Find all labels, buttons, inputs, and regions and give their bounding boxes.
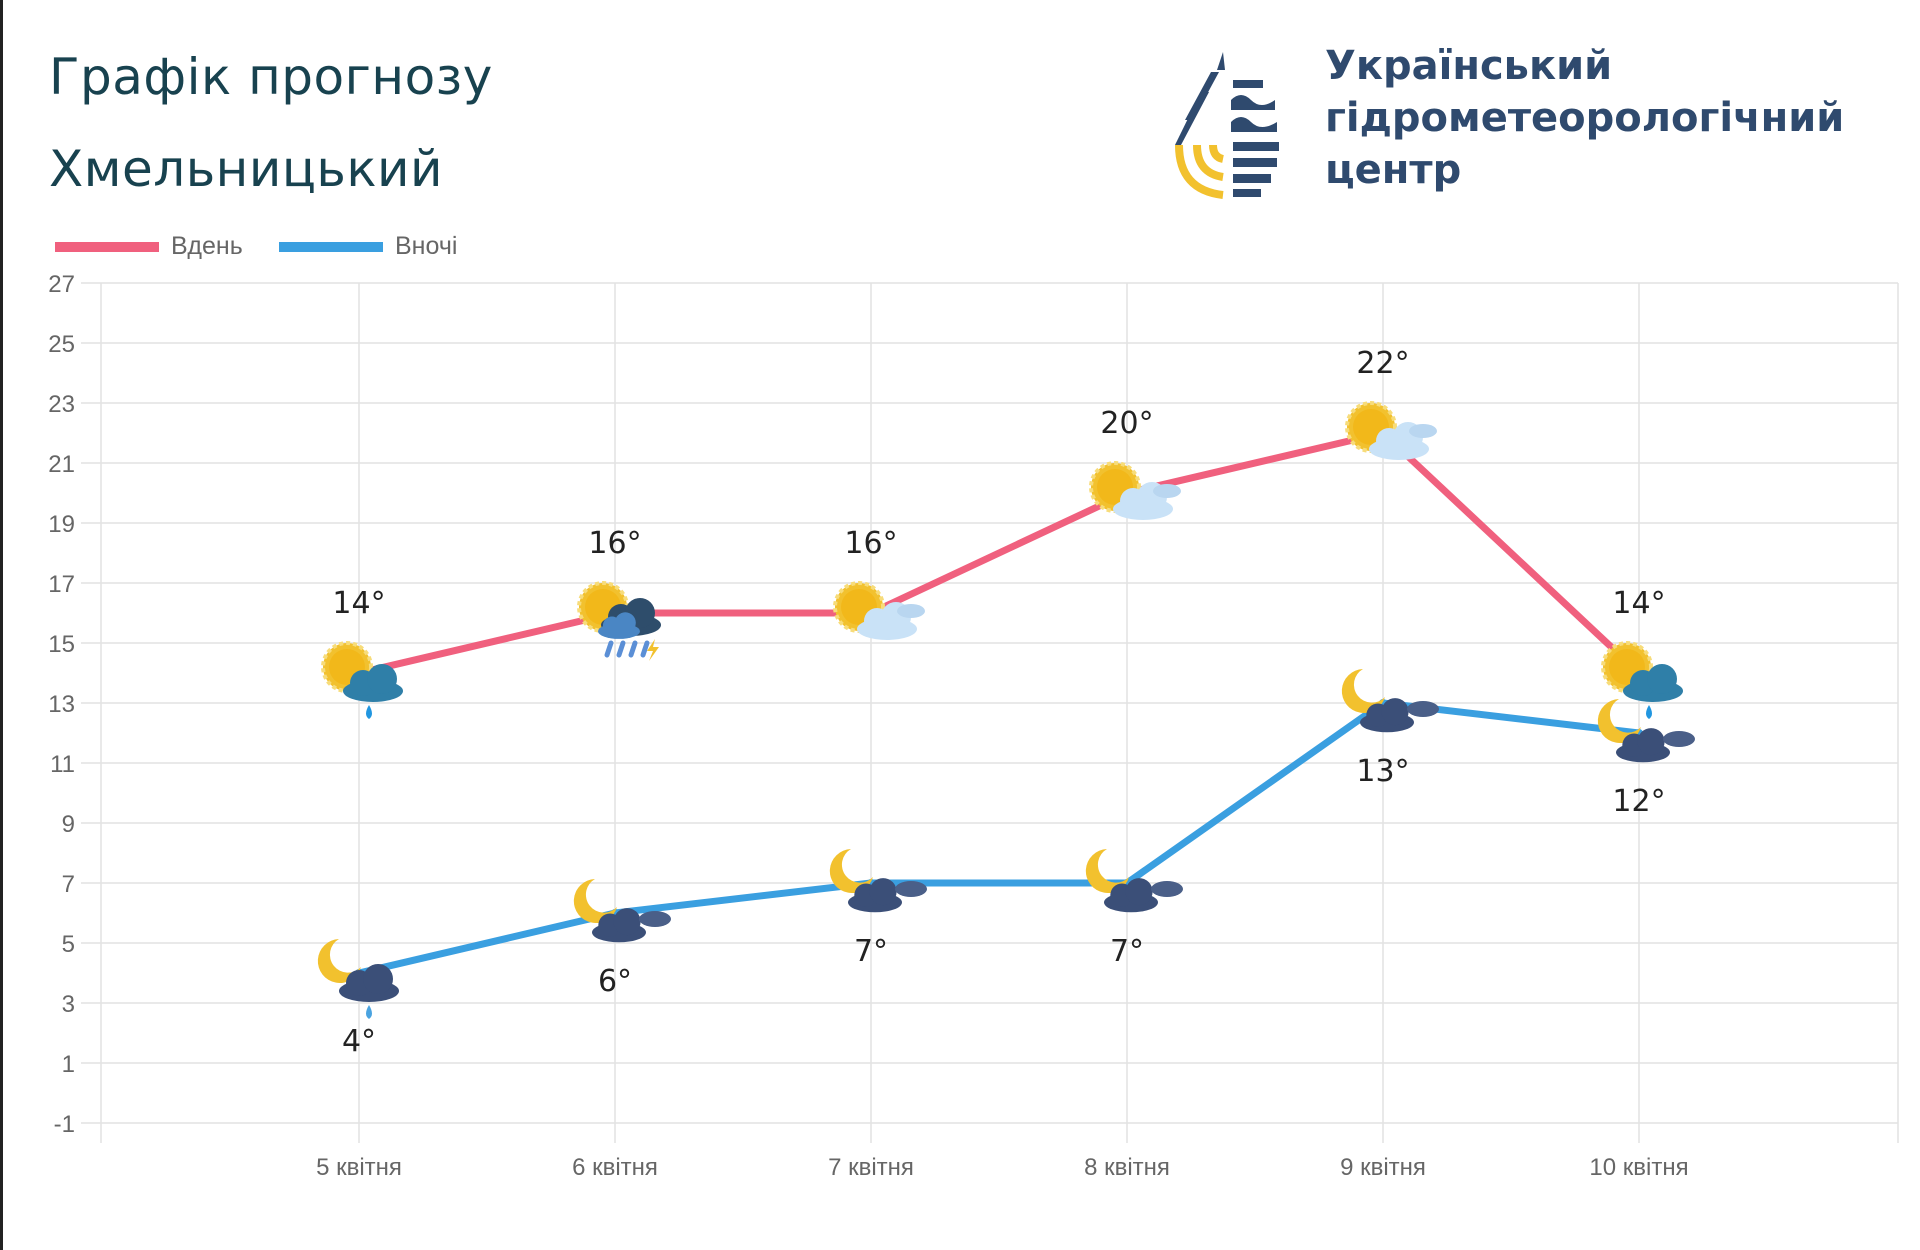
y-tick-label: 13 — [48, 691, 75, 718]
series-line-day — [358, 429, 1642, 677]
sun-cloud-icon — [1089, 461, 1181, 520]
sun-cloud-icon — [833, 581, 925, 640]
data-label: 7° — [854, 934, 888, 969]
org-line-3: центр — [1325, 147, 1462, 193]
data-label: 6° — [598, 964, 632, 999]
cloud-part — [897, 604, 925, 618]
cloud-part — [1647, 664, 1677, 694]
moon-cloud-icon — [1085, 849, 1183, 913]
cloud-part — [1151, 881, 1183, 897]
organization-name: Український гідрометеорологічний центр — [1325, 40, 1844, 196]
moon-icon — [1085, 849, 1129, 893]
cloud-part — [1381, 698, 1409, 726]
x-tick-label: 7 квітня — [828, 1154, 914, 1181]
cloud-part — [869, 878, 897, 906]
cloud-part — [614, 612, 636, 634]
x-tick-label: 8 квітня — [1084, 1154, 1170, 1181]
y-tick-label: 19 — [48, 511, 75, 538]
moon-icon — [1341, 669, 1385, 713]
rain-drop — [366, 705, 372, 719]
moon-icon — [829, 849, 873, 893]
rain-drop — [366, 1005, 372, 1019]
data-label: 20° — [1100, 406, 1153, 441]
data-label: 22° — [1356, 346, 1409, 381]
city-name: Хмельницький — [49, 140, 444, 198]
sun-cloud-icon — [1345, 401, 1437, 460]
rain-drop — [628, 640, 638, 658]
x-tick-label: 6 квітня — [572, 1154, 658, 1181]
cloud-part — [895, 881, 927, 897]
rain-drop — [616, 640, 626, 658]
data-label: 13° — [1356, 754, 1409, 789]
rain-drop — [640, 640, 650, 658]
data-label: 16° — [844, 526, 897, 561]
moon-icon — [317, 939, 361, 983]
rain-drop — [604, 640, 614, 658]
y-tick-label: -1 — [54, 1111, 75, 1138]
cloud-part — [363, 964, 393, 994]
moon-cloud-icon — [1597, 699, 1695, 763]
y-tick-label: 27 — [48, 271, 75, 298]
legend-label-night: Вночі — [395, 232, 458, 260]
sun-cloud-rain-icon — [321, 641, 403, 719]
y-tick-label: 25 — [48, 331, 75, 358]
moon-cloud-icon — [1341, 669, 1439, 733]
y-tick-label: 9 — [62, 811, 75, 838]
page-title: Графік прогнозу — [49, 48, 493, 106]
y-tick-label: 15 — [48, 631, 75, 658]
y-tick-label: 23 — [48, 391, 75, 418]
moon-cloud-icon — [573, 879, 671, 943]
y-tick-label: 7 — [62, 871, 75, 898]
lightning-icon — [647, 639, 659, 661]
cloud-part — [367, 664, 397, 694]
cloud-part — [1407, 701, 1439, 717]
data-label: 14° — [1612, 586, 1665, 621]
moon-icon — [573, 879, 617, 923]
cloud-part — [613, 908, 641, 936]
moon-cloud-rain-icon — [317, 939, 399, 1019]
x-tick-label: 10 квітня — [1589, 1154, 1688, 1181]
y-tick-label: 11 — [50, 751, 75, 778]
legend-item-day[interactable]: Вдень — [55, 232, 243, 261]
cloud-part — [1125, 878, 1153, 906]
cloud-part — [1663, 731, 1695, 747]
cloud-part — [1409, 424, 1437, 438]
legend-swatch-night — [279, 241, 383, 252]
y-tick-label: 5 — [62, 931, 75, 958]
data-label: 12° — [1612, 784, 1665, 819]
x-tick-label: 9 квітня — [1340, 1154, 1426, 1181]
x-tick-label: 5 квітня — [316, 1154, 402, 1181]
forecast-chart: 27 25 23 21 19 17 15 13 11 9 7 5 3 1 -1 5 квітня 6 квітн… — [48, 271, 1899, 1181]
data-label: 14° — [332, 586, 385, 621]
data-label: 7° — [1110, 934, 1144, 969]
org-line-2: гідрометеорологічний — [1325, 95, 1845, 141]
sun-storm-icon — [577, 581, 661, 661]
y-tick-label: 17 — [48, 571, 75, 598]
y-tick-label: 1 — [62, 1051, 75, 1078]
legend-label-day: Вдень — [171, 232, 243, 260]
legend-swatch-day — [55, 241, 159, 252]
y-tick-label: 21 — [48, 451, 75, 478]
cloud-part — [639, 911, 671, 927]
cloud-part — [1153, 484, 1181, 498]
sun-cloud-rain-icon — [1601, 641, 1683, 719]
rain-drop — [1646, 705, 1652, 719]
ukrhydromet-logo-icon — [1175, 52, 1279, 199]
legend-item-night[interactable]: Вночі — [279, 232, 457, 261]
y-tick-label: 3 — [62, 991, 75, 1018]
series-line-night — [358, 699, 1640, 977]
moon-cloud-icon — [829, 849, 927, 913]
data-label: 4° — [342, 1024, 376, 1059]
data-label: 16° — [588, 526, 641, 561]
moon-icon — [1597, 699, 1641, 743]
cloud-part — [1637, 728, 1665, 756]
org-line-1: Український — [1325, 43, 1613, 89]
